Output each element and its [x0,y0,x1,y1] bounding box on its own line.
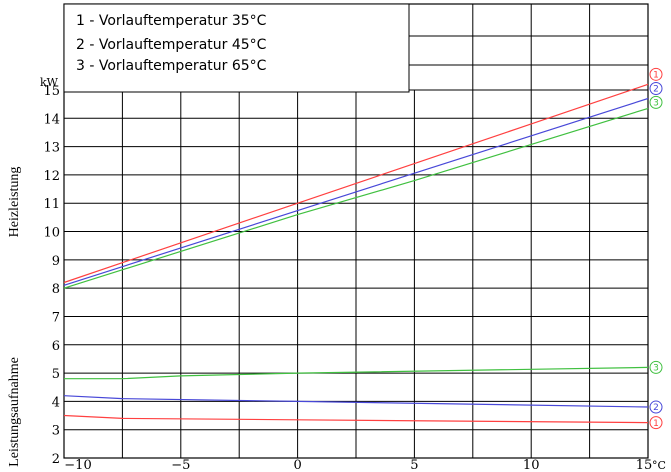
x-tick-label: 5 [410,458,418,472]
x-tick-label: 10 [523,458,540,472]
y-unit-label: kW [40,76,59,89]
series-line-1 [63,414,649,424]
y-tick-label: 12 [43,169,60,184]
series-marker-label: 1 [653,71,659,81]
y-tick-label: 13 [43,141,60,156]
y-axis-label-heizleistung: Heizleistung [7,167,22,238]
series-marker-2 [649,81,663,95]
y-tick-label: 6 [52,339,60,354]
y-tick-label: 9 [52,254,60,269]
series-markers: 1 2 3 1 2 3 [649,67,663,430]
series-marker-label: 2 [653,403,659,413]
series-line-2 [63,97,649,286]
series-marker-3 [649,360,663,374]
x-tick-label: −5 [171,458,190,472]
series-line-1 [63,83,649,284]
x-tick-labels: −10 −5 0 5 10 15 [64,458,652,472]
y-tick-label: 10 [43,226,60,241]
series-marker-2 [649,400,663,414]
series-marker-1 [649,67,663,81]
series-line-3 [64,366,649,380]
y-tick-label: 4 [52,395,60,410]
y-tick-label: 11 [43,197,60,212]
series-marker-label: 2 [653,85,659,95]
y-tick-label: 3 [52,424,60,439]
y-tick-label: 8 [52,282,60,297]
series-lines [63,83,649,424]
y-tick-label: 2 [52,452,60,467]
x-unit-label: °C [652,459,666,472]
series-marker-3 [649,95,663,109]
series-marker-label: 3 [653,99,659,109]
series-line-3 [63,107,649,289]
y-tick-label: 14 [43,112,60,127]
series-marker-label: 3 [653,364,659,374]
series-line-2 [63,395,649,408]
y-tick-labels: 2 3 4 5 6 7 8 9 10 11 12 13 14 15 [43,84,60,467]
legend-entry-3: 3 - Vorlauftemperatur 65°C [76,58,267,74]
legend-box [63,3,410,93]
grid [63,3,649,459]
series-marker-label: 1 [653,419,659,429]
y-axis-label-leistungsaufnahme: Leistungsaufnahme [7,357,22,467]
x-tick-label: 15 [636,458,653,472]
legend-entry-2: 2 - Vorlauftemperatur 45°C [76,37,267,53]
x-tick-label: 0 [293,458,301,472]
y-tick-label: 15 [43,84,60,99]
series-marker-1 [649,416,663,430]
x-tick-label: −10 [64,458,91,472]
y-tick-label: 7 [52,310,60,325]
y-tick-label: 5 [52,367,60,382]
legend-entry-1: 1 - Vorlauftemperatur 35°C [76,13,267,29]
